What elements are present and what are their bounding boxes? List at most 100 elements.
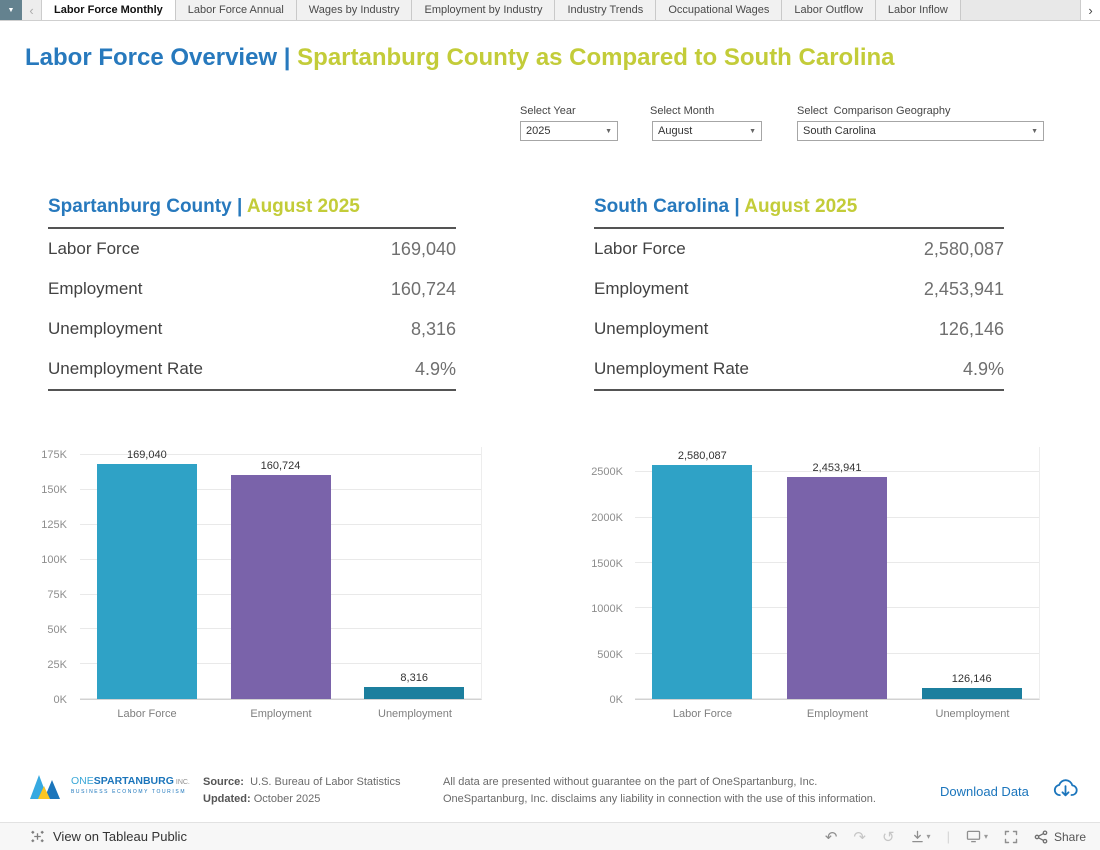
- download-data-link[interactable]: Download Data: [940, 784, 1029, 799]
- device-layout-button[interactable]: ▾: [966, 830, 988, 843]
- y-axis: 0K 500K 1000K 1500K 2000K 2500K: [585, 447, 629, 706]
- bar-unemployment[interactable]: 8,316: [347, 447, 481, 699]
- undo-icon[interactable]: ↶: [824, 828, 838, 846]
- bar[interactable]: [96, 463, 197, 699]
- y-tick-label: 150K: [41, 484, 67, 497]
- tab-labor-force-monthly[interactable]: Labor Force Monthly: [42, 0, 176, 20]
- tab-scroll-right-button[interactable]: ›: [1080, 0, 1100, 20]
- bar-employment[interactable]: 160,724: [214, 447, 348, 699]
- geography-dropdown[interactable]: South Carolina ▼: [797, 121, 1044, 141]
- download-cloud-icon[interactable]: [1052, 776, 1079, 808]
- x-tick-label: Unemployment: [935, 708, 1010, 720]
- bar[interactable]: [921, 687, 1022, 699]
- tab-labor-outflow[interactable]: Labor Outflow: [782, 0, 876, 20]
- row-label: Employment: [594, 279, 689, 298]
- y-tick-label: 25K: [47, 659, 67, 672]
- page-title: Labor Force Overview | Spartanburg Count…: [25, 44, 895, 72]
- tab-industry-trends[interactable]: Industry Trends: [555, 0, 657, 20]
- table-row[interactable]: Unemployment 8,316: [48, 309, 456, 349]
- download-arrow-icon: [911, 830, 923, 843]
- panel-title: Spartanburg County | August 2025: [48, 196, 456, 229]
- row-value: 126,146: [938, 318, 1004, 339]
- row-label: Unemployment Rate: [594, 359, 749, 378]
- y-tick-label: 500K: [597, 648, 623, 661]
- caret-down-icon: ▾: [926, 832, 931, 841]
- bar-value-label: 160,724: [260, 460, 301, 473]
- table-row[interactable]: Unemployment Rate 4.9%: [594, 349, 1004, 389]
- month-dropdown[interactable]: August ▼: [652, 121, 762, 141]
- table-row[interactable]: Employment 160,724: [48, 269, 456, 309]
- caret-down-icon: ▼: [1031, 127, 1038, 135]
- gridline: [635, 471, 1039, 473]
- onespartanburg-logo: ONESPARTANBURG INC. BUSINESS ECONOMY TOUR…: [30, 771, 190, 799]
- row-value: 160,724: [390, 278, 456, 299]
- row-label: Employment: [48, 279, 143, 298]
- summary-panel-spartanburg: Spartanburg County | August 2025 Labor F…: [48, 196, 456, 391]
- panel-title-geo: Spartanburg County |: [48, 196, 243, 217]
- bar-value-label: 169,040: [126, 448, 167, 461]
- select-year-label: Select Year: [520, 105, 576, 117]
- redo-icon[interactable]: ↷: [853, 828, 866, 846]
- bar-value-label: 2,580,087: [677, 450, 727, 463]
- download-menu-button[interactable]: ▾: [911, 830, 931, 843]
- monitor-icon: [966, 830, 981, 843]
- page-title-primary: Labor Force Overview |: [25, 44, 291, 71]
- table-row[interactable]: Unemployment Rate 4.9%: [48, 349, 456, 389]
- y-tick-label: 100K: [41, 554, 67, 567]
- bar[interactable]: [230, 475, 331, 699]
- bar-unemployment[interactable]: 126,146: [904, 447, 1039, 699]
- geography-dropdown-value: South Carolina: [803, 125, 876, 137]
- panel-title-geo: South Carolina |: [594, 196, 740, 217]
- x-tick-label: Labor Force: [672, 708, 733, 720]
- tab-wages-by-industry[interactable]: Wages by Industry: [296, 0, 413, 20]
- y-tick-label: 75K: [47, 589, 67, 602]
- plot-area: 169,040 160,724 8,316: [80, 447, 482, 700]
- table-row[interactable]: Labor Force 2,580,087: [594, 229, 1004, 269]
- row-label: Unemployment Rate: [48, 359, 203, 378]
- bars: 169,040 160,724 8,316: [80, 447, 481, 699]
- bar[interactable]: [652, 465, 753, 699]
- bar-labor-force[interactable]: 2,580,087: [635, 447, 770, 699]
- table-row[interactable]: Employment 2,453,941: [594, 269, 1004, 309]
- revert-icon[interactable]: ↺: [881, 828, 895, 846]
- y-tick-label: 2500K: [591, 466, 623, 479]
- y-tick-label: 125K: [41, 519, 67, 532]
- bar-labor-force[interactable]: 169,040: [80, 447, 214, 699]
- view-on-tableau-public-link[interactable]: View on Tableau Public: [30, 829, 187, 844]
- tab-scroll-left-button[interactable]: ‹: [22, 0, 42, 20]
- fullscreen-button[interactable]: [1004, 830, 1018, 844]
- panel-title-period: August 2025: [246, 196, 360, 217]
- y-tick-label: 175K: [41, 449, 67, 462]
- bar[interactable]: [787, 476, 887, 699]
- y-tick-label: 50K: [47, 624, 67, 637]
- y-axis: 0K 25K 50K 75K 100K 125K 150K 175K: [35, 447, 73, 706]
- table-row[interactable]: Unemployment 126,146: [594, 309, 1004, 349]
- tab-employment-by-industry[interactable]: Employment by Industry: [412, 0, 556, 20]
- row-label: Unemployment: [48, 319, 163, 338]
- tab-labor-inflow[interactable]: Labor Inflow: [875, 0, 961, 20]
- gridline: [80, 454, 481, 456]
- table-row[interactable]: Labor Force 169,040: [48, 229, 456, 269]
- bar-employment[interactable]: 2,453,941: [770, 447, 905, 699]
- row-value: 2,453,941: [923, 278, 1004, 299]
- share-label: Share: [1053, 829, 1086, 844]
- share-button[interactable]: Share: [1034, 830, 1086, 844]
- bar-value-label: 8,316: [400, 672, 428, 685]
- sheet-tab-bar: ▼ ‹ Labor Force Monthly Labor Force Annu…: [0, 0, 1100, 21]
- y-tick-label: 0K: [609, 694, 623, 706]
- panel-title-period: August 2025: [744, 196, 858, 217]
- tableau-logo-icon: [31, 830, 44, 843]
- tab-labor-force-annual[interactable]: Labor Force Annual: [175, 0, 297, 20]
- row-label: Labor Force: [48, 239, 140, 258]
- x-tick-label: Unemployment: [378, 708, 452, 720]
- tab-occupational-wages[interactable]: Occupational Wages: [656, 0, 783, 20]
- footer: ONESPARTANBURG INC. BUSINESS ECONOMY TOUR…: [0, 765, 1100, 823]
- bar[interactable]: [364, 687, 465, 699]
- updated-label: Updated:: [203, 793, 251, 805]
- updated-value: October 2025: [253, 793, 321, 805]
- year-dropdown[interactable]: 2025 ▼: [520, 121, 618, 141]
- caret-down-icon: ▼: [7, 6, 15, 14]
- y-tick-label: 1000K: [591, 603, 623, 615]
- sheet-selector-dropdown[interactable]: ▼: [0, 0, 22, 20]
